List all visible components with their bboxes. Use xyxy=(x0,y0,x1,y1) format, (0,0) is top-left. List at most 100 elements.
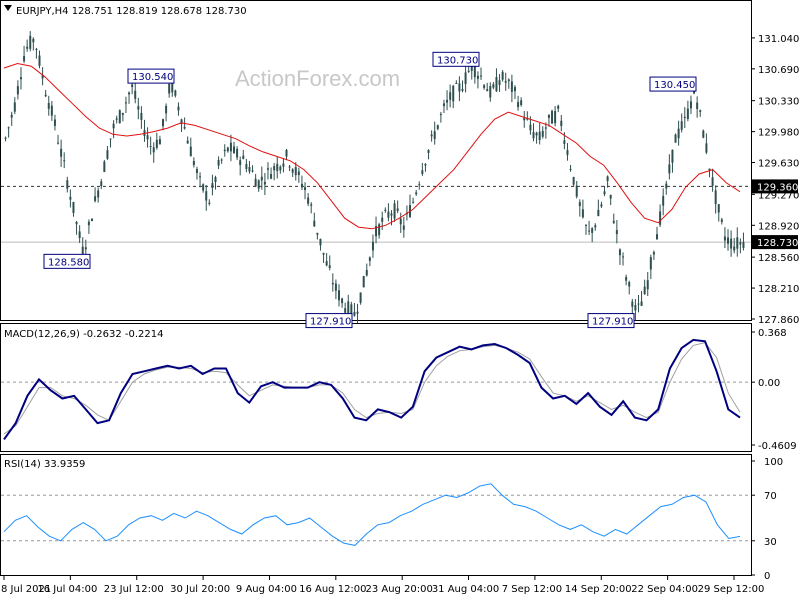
price-bar-body xyxy=(396,208,399,211)
moving-average-line-path xyxy=(3,62,741,230)
price-bar-body xyxy=(242,155,245,159)
price-bar-body xyxy=(402,225,405,230)
price-bar-body xyxy=(649,257,652,270)
price-bar-body xyxy=(10,114,13,118)
price-bar-body xyxy=(50,105,53,116)
price-bar-body xyxy=(507,79,510,82)
price-bar-body xyxy=(128,92,131,95)
price-bar-body xyxy=(384,209,387,211)
price-bar-body xyxy=(467,70,470,72)
price-y-tick-label: 130.690 xyxy=(758,65,799,76)
price-bar-body xyxy=(248,166,251,172)
price-bar-body xyxy=(427,150,430,153)
price-bar-body xyxy=(165,105,168,114)
price-bar-body xyxy=(640,301,643,306)
price-bar-body xyxy=(727,237,730,244)
price-bar-body xyxy=(476,75,479,79)
price-bar-body xyxy=(87,221,90,226)
rsi-y-tick-label: 100 xyxy=(764,457,783,468)
price-bar-body xyxy=(699,110,702,112)
price-bar-body xyxy=(535,132,538,136)
price-bar-body xyxy=(680,121,683,130)
macd-y-tick-label: 0.368 xyxy=(758,328,787,339)
price-bar-body xyxy=(597,209,600,217)
price-bar-body xyxy=(554,111,557,124)
price-bar-body xyxy=(177,106,180,111)
price-bar-body xyxy=(266,168,269,170)
price-y-tick-label: 128.210 xyxy=(758,284,799,295)
price-bar-body xyxy=(103,161,106,173)
price-bar-body xyxy=(705,143,708,153)
price-bar-body xyxy=(90,218,93,222)
price-annotation-label: 128.580 xyxy=(48,257,89,268)
price-tags: 129.360 128.730 xyxy=(752,179,798,250)
price-bar-body xyxy=(532,132,535,139)
price-bar-body xyxy=(118,110,121,124)
price-bar-body xyxy=(229,142,232,152)
price-bar-body xyxy=(489,86,492,98)
price-bar-body xyxy=(57,142,60,144)
price-bar-body xyxy=(646,280,649,290)
price-bar-body xyxy=(452,85,455,102)
x-tick-label: 23 Jul 12:00 xyxy=(104,584,164,595)
price-bar-body xyxy=(689,101,692,109)
price-bar-body xyxy=(236,148,239,158)
price-bar-body xyxy=(433,131,436,139)
moving-average-line xyxy=(3,62,741,230)
x-tick-label: 7 Sep 12:00 xyxy=(502,584,562,595)
price-bar-body xyxy=(100,181,103,187)
macd-y-axis: 0.368 0.00 -0.4609 xyxy=(751,328,797,452)
price-bar-body xyxy=(563,140,566,144)
price-bar-body xyxy=(75,221,78,225)
price-bar-body xyxy=(121,113,124,115)
price-bar-body xyxy=(560,120,563,127)
price-bar-body xyxy=(134,90,137,99)
price-annotation-label: 130.730 xyxy=(437,55,478,66)
x-tick-label: 29 Sep 12:00 xyxy=(698,584,765,595)
macd-line xyxy=(3,338,741,440)
price-bar-body xyxy=(304,187,307,191)
price-bar-body xyxy=(575,185,578,197)
price-bar-body xyxy=(337,290,340,301)
price-tag-label: 129.360 xyxy=(757,182,798,193)
price-bar-body xyxy=(723,236,726,241)
price-bar-body xyxy=(149,146,152,148)
price-y-tick-label: 129.270 xyxy=(758,190,799,201)
price-bar-body xyxy=(513,87,516,92)
price-bar-body xyxy=(208,202,211,204)
price-bar-body xyxy=(35,48,38,50)
price-bar-body xyxy=(730,238,733,249)
price-bar-body xyxy=(316,232,319,235)
x-tick-label: 31 Aug 04:00 xyxy=(432,584,499,595)
price-bar-body xyxy=(192,160,195,166)
price-bar-body xyxy=(291,169,294,173)
price-bar-body xyxy=(140,112,143,120)
price-bar-body xyxy=(44,94,47,97)
price-bar-body xyxy=(455,83,458,85)
price-bar-body xyxy=(368,257,371,261)
price-bar-body xyxy=(171,82,174,93)
price-bar-body xyxy=(32,38,35,43)
price-bar-body xyxy=(378,224,381,236)
price-bar-body xyxy=(137,106,140,110)
price-bar-body xyxy=(643,286,646,295)
price-bar-body xyxy=(581,209,584,218)
price-annotation-label: 127.910 xyxy=(310,317,351,328)
price-bar-body xyxy=(464,72,467,84)
price-bar-body xyxy=(359,292,362,303)
price-bar-body xyxy=(115,118,118,120)
price-bar-body xyxy=(251,170,254,172)
macd-header: MACD(12,26,9) -0.2632 -0.2214 xyxy=(4,329,164,340)
price-bar-body xyxy=(341,298,344,304)
price-bar-body xyxy=(510,81,513,92)
price-bar-body xyxy=(19,77,22,80)
price-bar-body xyxy=(578,202,581,207)
price-bar-body xyxy=(504,81,507,83)
price-bar-body xyxy=(390,213,393,216)
price-bar-body xyxy=(612,220,615,223)
price-y-tick-label: 129.630 xyxy=(758,159,799,170)
price-bar-body xyxy=(23,56,26,62)
price-bar-body xyxy=(492,84,495,88)
price-bar-body xyxy=(195,169,198,173)
price-bar-body xyxy=(226,147,229,152)
